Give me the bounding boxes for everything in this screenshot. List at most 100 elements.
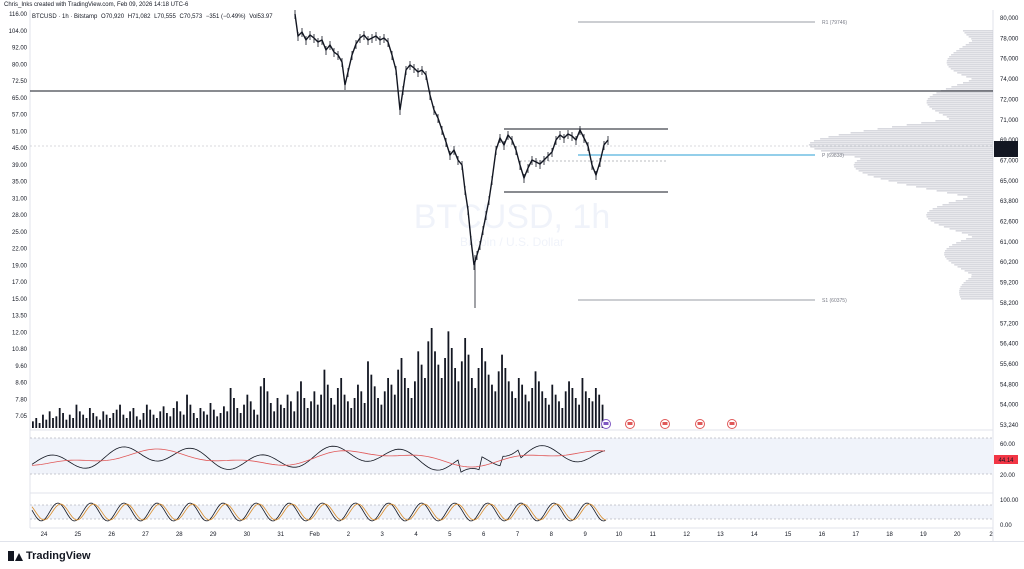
profile-row xyxy=(854,156,993,158)
event-flag-icon xyxy=(603,422,609,425)
profile-row xyxy=(965,44,993,46)
profile-row xyxy=(963,82,993,84)
profile-row xyxy=(892,126,993,128)
event-flag-icon xyxy=(729,422,735,425)
volume-bar xyxy=(601,404,604,428)
volume-bar xyxy=(249,401,252,428)
volume-bar xyxy=(484,361,487,428)
volume-bar xyxy=(594,388,597,428)
volume-bar xyxy=(497,371,500,428)
profile-row xyxy=(810,142,993,144)
profile-row xyxy=(935,120,993,122)
volume-bar xyxy=(414,381,416,428)
symbol-pair[interactable]: BTCUSD · 1h · Bitstamp xyxy=(32,14,98,20)
volume-bar xyxy=(367,361,369,428)
volume-bar xyxy=(501,354,503,428)
volume-bar xyxy=(159,411,162,428)
time-tick-label: 20 xyxy=(954,532,961,538)
volume-scale-label: 72.50 xyxy=(12,79,28,85)
volume-bar xyxy=(373,386,376,428)
volume-bar xyxy=(330,398,333,428)
volume-bar xyxy=(95,416,98,428)
profile-row xyxy=(946,60,993,62)
event-flag-icon xyxy=(697,422,703,425)
volume-scale-label: 13.50 xyxy=(12,314,28,320)
price-tick-label: 74,000 xyxy=(1000,77,1019,83)
price-tick-label: 53,240 xyxy=(1000,423,1019,429)
volume-bar xyxy=(122,414,125,428)
profile-row xyxy=(863,130,993,132)
volume-bar xyxy=(326,384,329,428)
volume-bar xyxy=(390,384,393,428)
profile-row xyxy=(965,280,993,282)
volume-bar xyxy=(283,408,286,428)
volume-bar xyxy=(266,391,269,428)
profile-row xyxy=(962,30,993,32)
volume-bar xyxy=(507,381,510,428)
profile-row xyxy=(937,206,993,208)
profile-row xyxy=(950,68,993,70)
volume-bar xyxy=(558,401,560,428)
volume-bar xyxy=(574,398,577,428)
price-tick-label: 59,200 xyxy=(1000,281,1019,287)
volume-bar xyxy=(320,394,322,428)
time-tick-label: 17 xyxy=(852,532,859,538)
profile-row xyxy=(858,170,993,172)
profile-row xyxy=(929,96,993,98)
volume-bar xyxy=(357,384,359,428)
volume-bar xyxy=(581,378,584,428)
profile-row xyxy=(961,74,993,76)
profile-row xyxy=(932,94,993,96)
time-tick-label: 24 xyxy=(41,532,48,538)
volume-bar xyxy=(253,409,255,428)
volume-bar xyxy=(447,331,450,428)
volume-bar xyxy=(340,378,343,428)
volume-bar xyxy=(58,408,61,428)
volume-bar xyxy=(521,384,524,428)
price-tick-label: 54,000 xyxy=(1000,403,1019,409)
tradingview-logo[interactable]: TradingView xyxy=(8,550,91,562)
volume-bar xyxy=(112,413,115,428)
volume-bar xyxy=(383,391,386,428)
volume-bar xyxy=(457,381,460,428)
volume-bar xyxy=(105,414,108,428)
ohlc-change: −351 (−0.49%) xyxy=(205,14,246,20)
volume-bar xyxy=(554,394,557,428)
tradingview-icon xyxy=(8,551,23,561)
footer: TradingView xyxy=(0,541,1024,569)
time-tick-label: 28 xyxy=(176,532,183,538)
volume-bar xyxy=(42,414,44,428)
profile-row xyxy=(947,64,993,66)
profile-row xyxy=(880,178,993,180)
volume-bar xyxy=(68,414,71,428)
volume-bar xyxy=(35,418,38,428)
profile-row xyxy=(943,226,993,228)
profile-row xyxy=(854,166,993,168)
time-tick-label: 9 xyxy=(583,532,587,538)
profile-row xyxy=(814,148,993,150)
stoch-tick-label: 100.00 xyxy=(1000,498,1019,504)
price-tick-label: 76,000 xyxy=(1000,57,1019,63)
volume-bar xyxy=(403,378,406,428)
profile-row xyxy=(926,214,993,216)
stoch-band xyxy=(30,505,993,519)
volume-bar xyxy=(568,381,570,428)
price-tick-label: 71,000 xyxy=(1000,118,1019,124)
profile-row xyxy=(855,168,993,170)
time-tick-label: 15 xyxy=(785,532,792,538)
profile-row xyxy=(853,164,993,166)
volume-bar xyxy=(377,398,379,428)
volume-bar xyxy=(400,358,403,428)
profile-row xyxy=(968,36,993,38)
volume-bar xyxy=(434,351,436,428)
volume-bar xyxy=(548,404,550,428)
price-chart[interactable]: BTCUSD, 1h Bitcoin / U.S. Dollar R1 (797… xyxy=(0,0,1024,541)
volume-bar xyxy=(437,364,440,428)
time-tick-label: Feb xyxy=(309,532,320,538)
profile-row xyxy=(906,184,993,186)
profile-row xyxy=(961,268,993,270)
profile-row xyxy=(947,58,993,60)
profile-row xyxy=(961,232,993,234)
price-tick-label: 65,000 xyxy=(1000,179,1019,185)
profile-row xyxy=(962,46,993,48)
